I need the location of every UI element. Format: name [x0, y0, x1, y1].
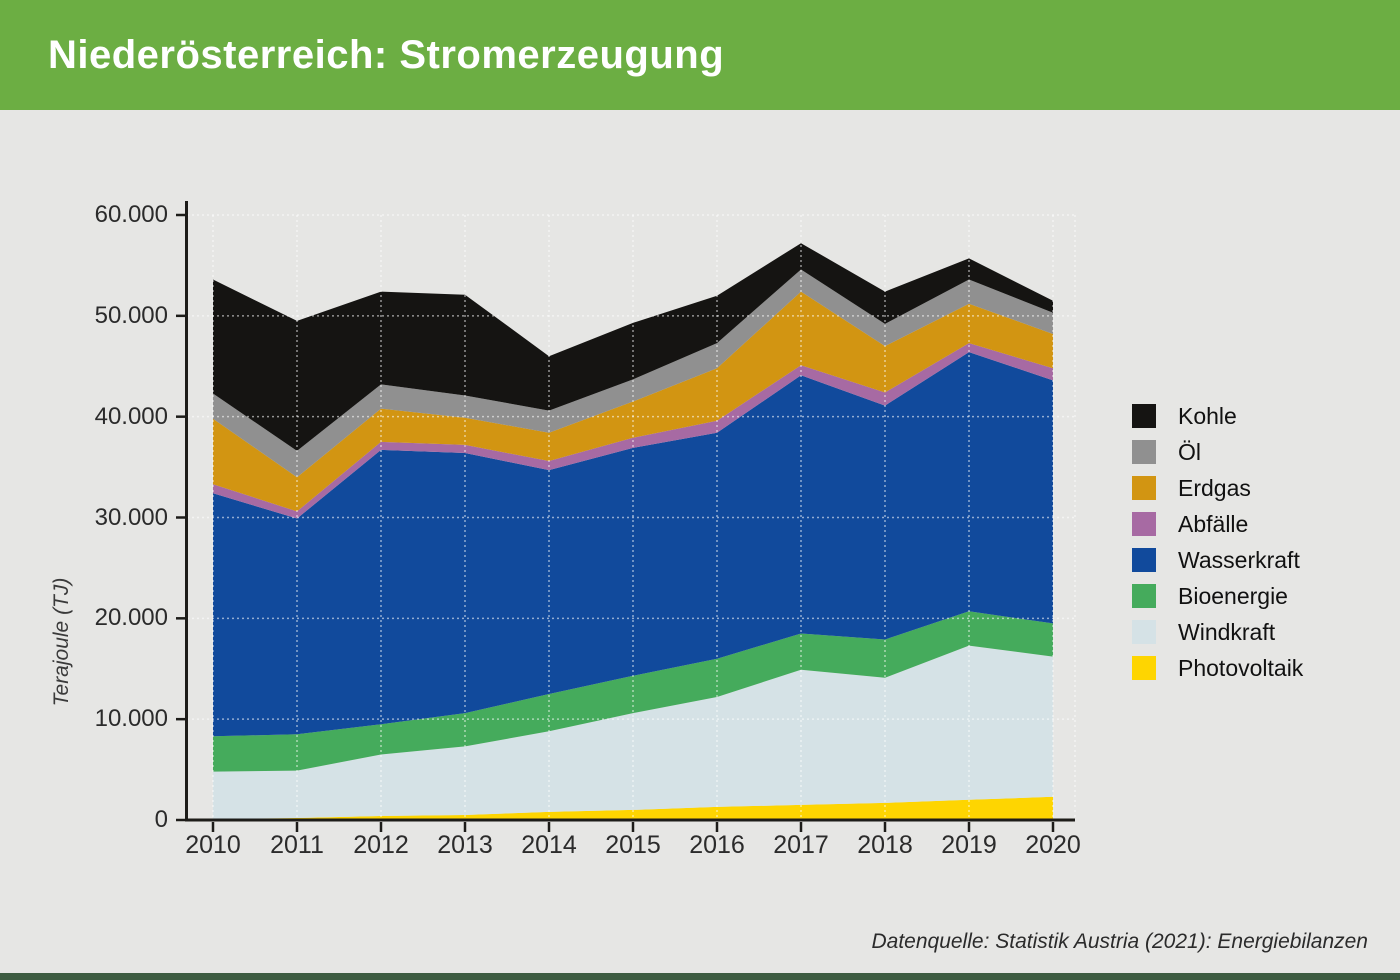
area-wasserkraft: [213, 352, 1053, 737]
legend-item--l: Öl: [1132, 434, 1303, 470]
area-windkraft: [213, 645, 1053, 819]
x-tick-label-2015: 2015: [605, 831, 661, 859]
legend-item-kohle: Kohle: [1132, 398, 1303, 434]
legend: Kohle Öl Erdgas Abfälle Wasserkraft Bioenergi…: [1132, 398, 1303, 686]
y-tick-label-40-000: 40.000: [94, 402, 168, 430]
legend-swatch--l: [1132, 440, 1156, 464]
legend-item-photovoltaik: Photovoltaik: [1132, 650, 1303, 686]
legend-swatch-kohle: [1132, 404, 1156, 428]
y-tick-label-50-000: 50.000: [94, 301, 168, 329]
y-tick-label-0: 0: [154, 806, 168, 833]
stromerzeugung-chart: [176, 201, 1076, 832]
legend-swatch-bioenergie: [1132, 584, 1156, 608]
x-tick-label-2014: 2014: [521, 831, 577, 859]
area-abf-lle: [213, 343, 1053, 519]
legend-label-kohle: Kohle: [1178, 402, 1237, 429]
y-tick-label-30-000: 30.000: [94, 503, 168, 531]
legend-label-erdgas: Erdgas: [1178, 474, 1251, 501]
x-tick-label-2018: 2018: [857, 831, 913, 859]
y-tick-label-10-000: 10.000: [94, 705, 168, 733]
legend-swatch-abf-lle: [1132, 512, 1156, 536]
legend-label-abf-lle: Abfälle: [1178, 510, 1249, 537]
legend-label--l: Öl: [1178, 438, 1201, 465]
legend-swatch-erdgas: [1132, 476, 1156, 500]
legend-label-windkraft: Windkraft: [1178, 618, 1276, 645]
area-kohle: [213, 243, 1053, 451]
legend-swatch-wasserkraft: [1132, 548, 1156, 572]
x-tick-label-2010: 2010: [185, 831, 241, 859]
legend-swatch-photovoltaik: [1132, 656, 1156, 680]
x-tick-label-2017: 2017: [773, 831, 829, 859]
legend-item-wasserkraft: Wasserkraft: [1132, 542, 1303, 578]
header-bar: Niederösterreich: Stromerzeugung: [0, 0, 1400, 110]
legend-item-abf-lle: Abfälle: [1132, 506, 1303, 542]
legend-label-bioenergie: Bioenergie: [1178, 582, 1288, 609]
x-tick-label-2012: 2012: [353, 831, 409, 859]
x-tick-label-2020: 2020: [1025, 831, 1081, 859]
y-tick-label-60-000: 60.000: [94, 201, 168, 228]
legend-label-photovoltaik: Photovoltaik: [1178, 654, 1304, 681]
legend-label-wasserkraft: Wasserkraft: [1178, 546, 1300, 573]
x-tick-label-2011: 2011: [270, 831, 324, 859]
chart-gridlines-group: [187, 214, 1076, 818]
x-tick-label-2016: 2016: [689, 831, 745, 859]
x-tick-label-2013: 2013: [437, 831, 493, 859]
area-photovoltaik: [213, 796, 1053, 820]
x-tick-label-2019: 2019: [941, 831, 997, 859]
legend-item-windkraft: Windkraft: [1132, 614, 1303, 650]
y-tick-label-20-000: 20.000: [94, 604, 168, 632]
page-title: Niederösterreich: Stromerzeugung: [48, 32, 725, 77]
legend-item-bioenergie: Bioenergie: [1132, 578, 1303, 614]
bottom-accent-bar: [0, 973, 1400, 980]
legend-swatch-windkraft: [1132, 620, 1156, 644]
legend-item-erdgas: Erdgas: [1132, 470, 1303, 506]
y-axis-title: Terajoule (TJ): [50, 577, 73, 707]
data-source-note: Datenquelle: Statistik Austria (2021): E…: [871, 930, 1368, 953]
chart-axes-group: [176, 201, 1075, 832]
